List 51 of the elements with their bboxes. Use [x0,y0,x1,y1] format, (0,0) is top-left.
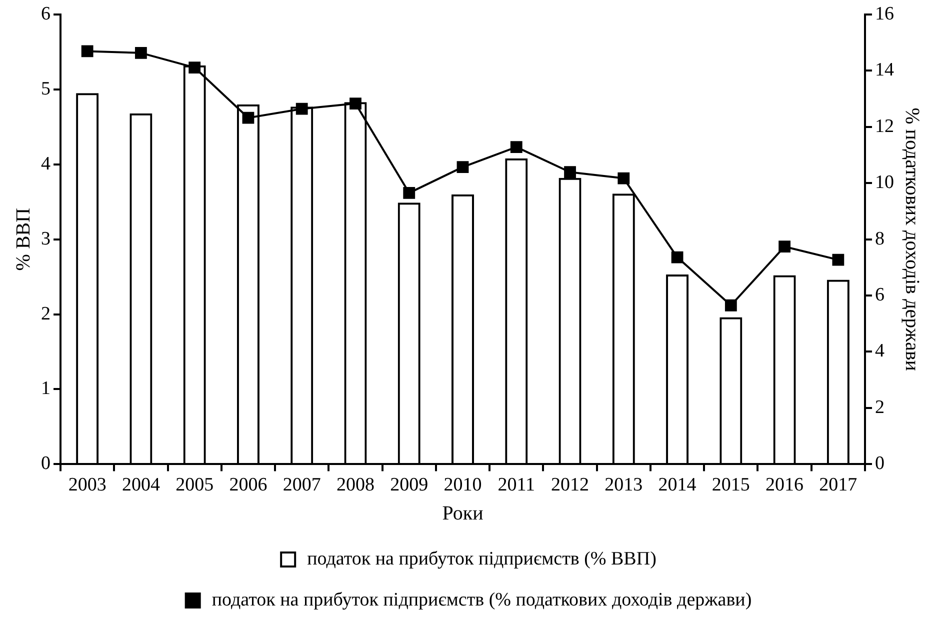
y-tick-label: 1 [41,378,50,400]
y-tick-label: 0 [41,453,50,474]
y-axis-title: % ВВП [12,208,34,271]
point [618,172,630,184]
point [296,102,308,115]
y2-tick-label: 8 [875,228,884,250]
x-axis-title: Роки [442,502,484,524]
y2-tick-label: 14 [875,60,894,81]
y-tick-label: 4 [41,153,51,174]
x-tick-label: 2016 [766,474,804,496]
y2-tick-label: 4 [875,340,885,362]
point [81,45,94,58]
x-tick-label: 2015 [712,474,750,496]
x-tick-label: 2007 [282,474,321,496]
point [350,98,362,110]
x-tick-label: 2010 [444,474,482,496]
x-tick-label: 2017 [819,474,858,496]
point [564,166,576,178]
point [135,46,147,59]
y-tick-label: 2 [41,303,50,324]
point [778,240,790,253]
x-tick-label: 2011 [498,474,536,496]
point [403,186,416,199]
point [188,62,201,74]
x-tick-label: 2014 [658,474,697,496]
point [242,112,254,124]
point [510,141,522,154]
x-tick-label: 2012 [551,474,590,496]
x-tick-label: 2005 [176,474,214,496]
legend-label: податок на прибуток підприємств (% податкових доходів держави) [212,589,752,610]
y2-tick-label: 10 [875,172,894,194]
y2-tick-label: 12 [875,116,894,137]
y2-tick-label: 0 [875,453,884,474]
point [456,161,469,173]
legend-label: податок на прибуток підприємств (% ВВП) [307,548,656,570]
x-tick-label: 2006 [229,474,268,496]
point [832,254,844,266]
x-tick-label: 2004 [122,474,160,496]
y2-tick-label: 16 [875,3,894,24]
y2-tick-label: 2 [875,396,884,418]
y2-axis-title: % податкових доходів держави [900,108,923,372]
y2-tick-label: 6 [875,284,884,306]
y-tick-label: 5 [41,78,50,100]
point [671,251,684,264]
x-tick-label: 2008 [336,474,374,496]
y-tick-label: 6 [41,3,50,24]
x-tick-label: 2013 [604,474,643,496]
point [724,299,737,312]
y-tick-label: 3 [41,228,50,250]
x-tick-label: 2009 [390,474,428,496]
x-tick-label: 2003 [68,474,106,496]
